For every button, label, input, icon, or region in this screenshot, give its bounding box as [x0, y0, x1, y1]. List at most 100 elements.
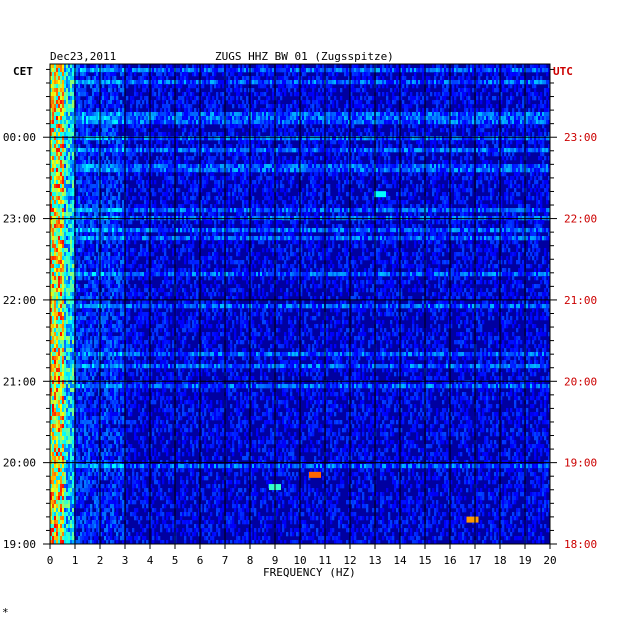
- heatmap-cell: [282, 160, 285, 165]
- heatmap-cell: [102, 120, 105, 125]
- heatmap-cell: [372, 80, 375, 85]
- heatmap-cell: [242, 136, 245, 141]
- heatmap-cell: [466, 64, 469, 69]
- heatmap-cell: [94, 80, 97, 85]
- heatmap-cell: [322, 128, 325, 133]
- heatmap-cell: [450, 100, 453, 105]
- heatmap-cell: [130, 68, 133, 73]
- heatmap-cell: [154, 92, 157, 97]
- heatmap-cell: [72, 120, 75, 125]
- heatmap-cell: [96, 128, 99, 133]
- heatmap-cell: [138, 148, 141, 153]
- heatmap-cell: [468, 148, 471, 153]
- heatmap-cell: [538, 80, 541, 85]
- heatmap-cell: [450, 160, 453, 165]
- heatmap-cell: [360, 148, 363, 153]
- heatmap-cell: [356, 148, 359, 153]
- heatmap-cell: [448, 164, 451, 169]
- heatmap-cell: [296, 84, 299, 89]
- heatmap-cell: [128, 64, 131, 69]
- heatmap-cell: [456, 80, 459, 85]
- heatmap-cell: [322, 116, 325, 121]
- heatmap-cell: [464, 100, 467, 105]
- heatmap-cell: [512, 124, 515, 129]
- heatmap-cell: [458, 68, 461, 73]
- heatmap-cell: [440, 64, 443, 69]
- heatmap-cell: [214, 116, 217, 121]
- heatmap-cell: [284, 140, 287, 145]
- heatmap-cell: [370, 64, 373, 69]
- heatmap-cell: [332, 104, 335, 109]
- heatmap-cell: [194, 116, 197, 121]
- heatmap-cell: [108, 68, 111, 73]
- heatmap-cell: [136, 124, 139, 129]
- heatmap-cell: [116, 100, 119, 105]
- heatmap-cell: [54, 168, 57, 173]
- heatmap-cell: [94, 184, 97, 189]
- heatmap-cell: [306, 116, 309, 121]
- heatmap-cell: [480, 120, 483, 125]
- heatmap-cell: [264, 124, 267, 129]
- heatmap-cell: [116, 120, 119, 125]
- heatmap-cell: [136, 116, 139, 121]
- heatmap-cell: [220, 168, 223, 173]
- heatmap-cell: [438, 112, 441, 117]
- heatmap-cell: [350, 172, 353, 177]
- heatmap-cell: [526, 80, 529, 85]
- heatmap-cell: [166, 160, 169, 165]
- heatmap-cell: [64, 144, 67, 149]
- heatmap-cell: [428, 132, 431, 137]
- heatmap-cell: [326, 68, 329, 73]
- heatmap-cell: [378, 160, 381, 165]
- heatmap-cell: [364, 88, 367, 93]
- heatmap-cell: [236, 148, 239, 153]
- heatmap-cell: [478, 116, 481, 121]
- heatmap-cell: [352, 152, 355, 157]
- heatmap-cell: [172, 164, 175, 169]
- heatmap-cell: [342, 168, 345, 173]
- heatmap-cell: [456, 92, 459, 97]
- heatmap-cell: [84, 100, 87, 105]
- heatmap-cell: [246, 64, 249, 69]
- heatmap-cell: [248, 88, 251, 93]
- heatmap-cell: [154, 160, 157, 165]
- heatmap-cell: [448, 84, 451, 89]
- heatmap-cell: [468, 96, 471, 101]
- heatmap-cell: [462, 96, 465, 101]
- heatmap-cell: [348, 128, 351, 133]
- heatmap-cell: [136, 100, 139, 105]
- heatmap-cell: [298, 112, 301, 117]
- heatmap-cell: [70, 76, 73, 81]
- heatmap-cell: [142, 120, 145, 125]
- heatmap-cell: [538, 168, 541, 173]
- heatmap-cell: [420, 120, 423, 125]
- heatmap-cell: [406, 116, 409, 121]
- heatmap-cell: [148, 68, 151, 73]
- heatmap-cell: [96, 144, 99, 149]
- heatmap-cell: [538, 116, 541, 121]
- heatmap-cell: [106, 100, 109, 105]
- heatmap-cell: [348, 156, 351, 161]
- heatmap-cell: [444, 176, 447, 181]
- heatmap-cell: [494, 180, 497, 185]
- heatmap-cell: [468, 88, 471, 93]
- heatmap-cell: [358, 116, 361, 121]
- heatmap-cell: [218, 84, 221, 89]
- heatmap-cell: [436, 124, 439, 129]
- heatmap-cell: [160, 64, 163, 69]
- heatmap-cell: [322, 96, 325, 101]
- heatmap-cell: [192, 72, 195, 77]
- heatmap-cell: [344, 120, 347, 125]
- heatmap-cell: [432, 120, 435, 125]
- heatmap-cell: [476, 100, 479, 105]
- heatmap-cell: [494, 96, 497, 101]
- heatmap-cell: [404, 164, 407, 169]
- heatmap-cell: [140, 116, 143, 121]
- heatmap-cell: [286, 104, 289, 109]
- heatmap-cell: [392, 112, 395, 117]
- heatmap-cell: [302, 112, 305, 117]
- heatmap-cell: [420, 64, 423, 69]
- heatmap-cell: [352, 80, 355, 85]
- heatmap-cell: [210, 176, 213, 181]
- heatmap-cell: [394, 88, 397, 93]
